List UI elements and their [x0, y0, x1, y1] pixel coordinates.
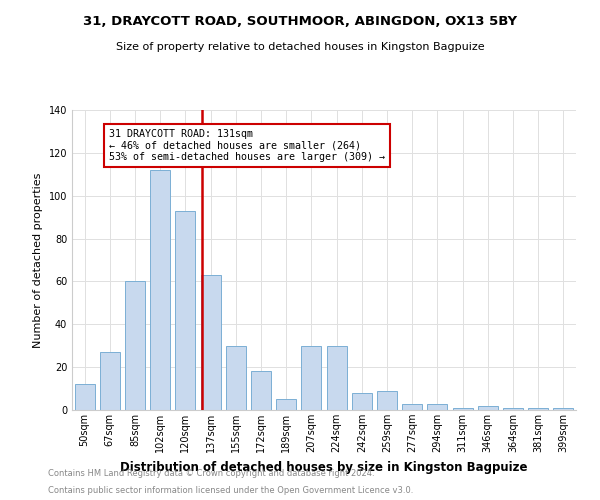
Bar [503, 408, 523, 410]
Bar [125, 282, 145, 410]
Text: 31 DRAYCOTT ROAD: 131sqm
← 46% of detached houses are smaller (264)
53% of semi-: 31 DRAYCOTT ROAD: 131sqm ← 46% of detach… [109, 130, 385, 162]
Bar [251, 372, 271, 410]
Bar [276, 400, 296, 410]
Bar [528, 408, 548, 410]
Bar [352, 393, 372, 410]
Text: 31, DRAYCOTT ROAD, SOUTHMOOR, ABINGDON, OX13 5BY: 31, DRAYCOTT ROAD, SOUTHMOOR, ABINGDON, … [83, 15, 517, 28]
Bar [150, 170, 170, 410]
Bar [402, 404, 422, 410]
Y-axis label: Number of detached properties: Number of detached properties [33, 172, 43, 348]
Bar [377, 390, 397, 410]
Text: Size of property relative to detached houses in Kingston Bagpuize: Size of property relative to detached ho… [116, 42, 484, 52]
Bar [427, 404, 448, 410]
Text: Contains HM Land Registry data © Crown copyright and database right 2024.: Contains HM Land Registry data © Crown c… [48, 468, 374, 477]
Bar [200, 275, 221, 410]
Bar [74, 384, 95, 410]
Text: Contains public sector information licensed under the Open Government Licence v3: Contains public sector information licen… [48, 486, 413, 495]
Bar [478, 406, 498, 410]
Bar [301, 346, 322, 410]
X-axis label: Distribution of detached houses by size in Kingston Bagpuize: Distribution of detached houses by size … [120, 460, 528, 473]
Bar [326, 346, 347, 410]
Bar [553, 408, 574, 410]
Bar [226, 346, 246, 410]
Bar [452, 408, 473, 410]
Bar [100, 352, 120, 410]
Bar [175, 210, 196, 410]
